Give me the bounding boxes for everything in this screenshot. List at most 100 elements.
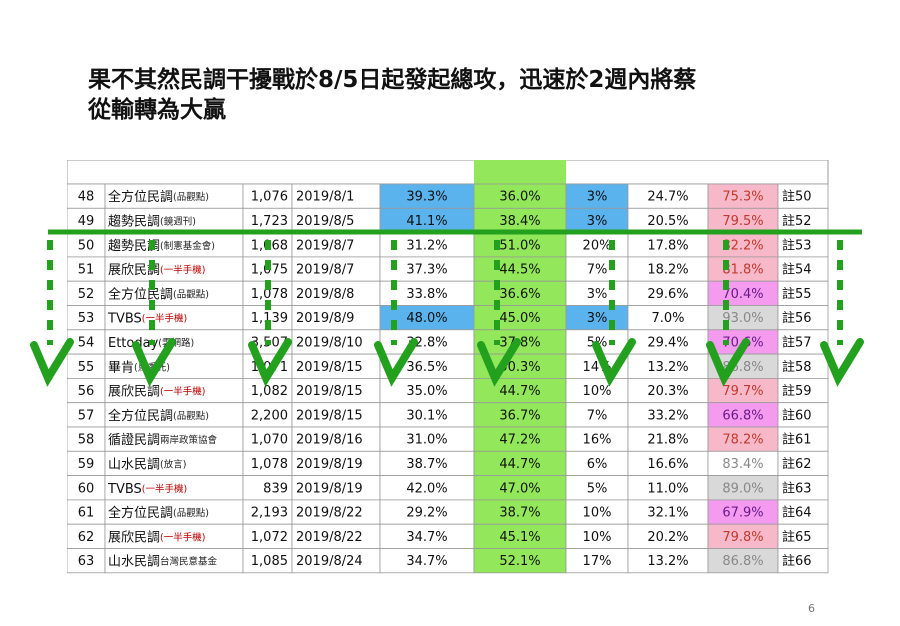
cell bbox=[291, 329, 381, 355]
cell-text: 10% bbox=[583, 530, 612, 545]
cell bbox=[777, 183, 829, 209]
cell-text: 38.4% bbox=[499, 214, 540, 229]
cell-text: 13.2% bbox=[647, 554, 688, 569]
cell bbox=[627, 256, 709, 282]
cell-text: 75.3% bbox=[722, 190, 763, 205]
cell-text: 1,139 bbox=[251, 311, 288, 326]
cell bbox=[707, 548, 779, 574]
cell-text: 29.4% bbox=[647, 335, 688, 350]
cell-text: 50.3% bbox=[499, 360, 540, 375]
cell bbox=[291, 377, 381, 404]
cell-text: 34.7% bbox=[406, 554, 447, 569]
cell-text: 17% bbox=[583, 554, 612, 569]
cell-text: 展欣民調(一半手機) bbox=[108, 384, 205, 399]
cell-text: 5% bbox=[587, 481, 608, 496]
cell-text: 44.5% bbox=[499, 263, 540, 278]
cell-text: 註61 bbox=[782, 433, 812, 448]
cell-text: 註53 bbox=[782, 238, 812, 253]
cell-text: 36.7% bbox=[499, 408, 540, 423]
cell-text: 1,075 bbox=[251, 263, 288, 278]
cell bbox=[627, 353, 709, 379]
cell bbox=[473, 523, 567, 549]
cell-text: 45.0% bbox=[499, 311, 540, 326]
pollster-note: 台灣民意基金 bbox=[160, 555, 218, 567]
cell-text: 38.7% bbox=[406, 457, 447, 472]
pollster-note: (放言) bbox=[160, 458, 186, 470]
cell bbox=[104, 523, 244, 549]
cell-text: 39.3% bbox=[406, 190, 447, 205]
pollster: TVBS bbox=[107, 481, 142, 496]
pollster-note: (一半手機) bbox=[160, 385, 205, 397]
cell-text: 78.2% bbox=[722, 433, 763, 448]
cell-text: 82.2% bbox=[722, 238, 763, 253]
cell-text: 62 bbox=[78, 530, 95, 545]
cell-text: 37.3% bbox=[406, 263, 447, 278]
cell-text: 1,078 bbox=[251, 287, 288, 302]
pollster: 趨勢民調 bbox=[108, 238, 160, 253]
cell-text: 1,082 bbox=[251, 384, 288, 399]
cell-text: 2019/8/19 bbox=[296, 481, 363, 496]
pollster-note: (品觀點) bbox=[173, 288, 209, 300]
cell-text: 10% bbox=[583, 506, 612, 521]
cell-text: 2019/8/15 bbox=[296, 384, 363, 399]
pollster: 全方位民調 bbox=[108, 189, 173, 205]
cell-text: 全方位民調(品觀點) bbox=[108, 286, 209, 302]
cell-text: TVBS(一半手機) bbox=[107, 481, 187, 496]
cell bbox=[291, 499, 381, 525]
pollster: 全方位民調 bbox=[108, 286, 173, 302]
pollster: 山水民調 bbox=[108, 457, 160, 472]
cell-text: 2019/8/22 bbox=[296, 530, 363, 545]
cell-text: 18.2% bbox=[647, 263, 688, 278]
cell-text: 全方位民調(品觀點) bbox=[108, 505, 209, 521]
cell-text: 34.7% bbox=[406, 530, 447, 545]
cell-text: 展欣民調(一半手機) bbox=[108, 263, 205, 278]
cell bbox=[104, 207, 244, 233]
cell bbox=[67, 523, 106, 549]
cell-text: 30.1% bbox=[406, 408, 447, 423]
cell-text: 註58 bbox=[782, 360, 812, 375]
cell-text: 48.0% bbox=[406, 311, 447, 326]
cell-text: 1,072 bbox=[251, 530, 288, 545]
cell bbox=[291, 256, 381, 282]
cell bbox=[473, 280, 567, 306]
cell bbox=[777, 353, 829, 379]
cell bbox=[473, 377, 567, 404]
cell-text: 45.1% bbox=[499, 530, 540, 545]
cell bbox=[565, 183, 629, 209]
cell bbox=[777, 280, 829, 306]
cell-text: 趨勢民調(鏡週刊) bbox=[108, 214, 196, 229]
partial-row bbox=[67, 160, 829, 185]
pollster: 展欣民調 bbox=[108, 530, 160, 545]
cell-text: 11.0% bbox=[647, 481, 688, 496]
pollster-note: (鏡週刊) bbox=[160, 215, 196, 227]
cell-text: 註56 bbox=[782, 311, 812, 326]
cell bbox=[565, 475, 629, 501]
cell-text: 1,085 bbox=[251, 554, 288, 569]
cell bbox=[707, 305, 779, 331]
cell bbox=[291, 548, 381, 574]
cell bbox=[707, 377, 779, 404]
cell-text: 17.8% bbox=[647, 238, 688, 253]
cell bbox=[473, 475, 567, 501]
cell bbox=[291, 426, 381, 452]
cell-text: 7% bbox=[587, 263, 608, 278]
pollster: 畢肯 bbox=[108, 360, 134, 375]
page-number: 6 bbox=[808, 602, 815, 615]
cell-text: 52.1% bbox=[499, 554, 540, 569]
cell bbox=[291, 402, 381, 428]
cell bbox=[104, 256, 244, 282]
cell-text: 3% bbox=[587, 214, 608, 229]
cell-text: 29.2% bbox=[406, 506, 447, 521]
cell bbox=[565, 232, 629, 258]
cell bbox=[104, 377, 244, 404]
cell-text: 70.4% bbox=[722, 287, 763, 302]
cell-text: 50 bbox=[78, 238, 95, 253]
cell-text: 83.4% bbox=[722, 457, 763, 472]
pollster-note: (一半手機) bbox=[160, 264, 205, 276]
cell-text: 16% bbox=[583, 433, 612, 448]
cell-text: 7% bbox=[587, 408, 608, 423]
cell-text: 註50 bbox=[782, 190, 812, 205]
cell-text: 44.7% bbox=[499, 457, 540, 472]
cell-text: 2019/8/19 bbox=[296, 457, 363, 472]
